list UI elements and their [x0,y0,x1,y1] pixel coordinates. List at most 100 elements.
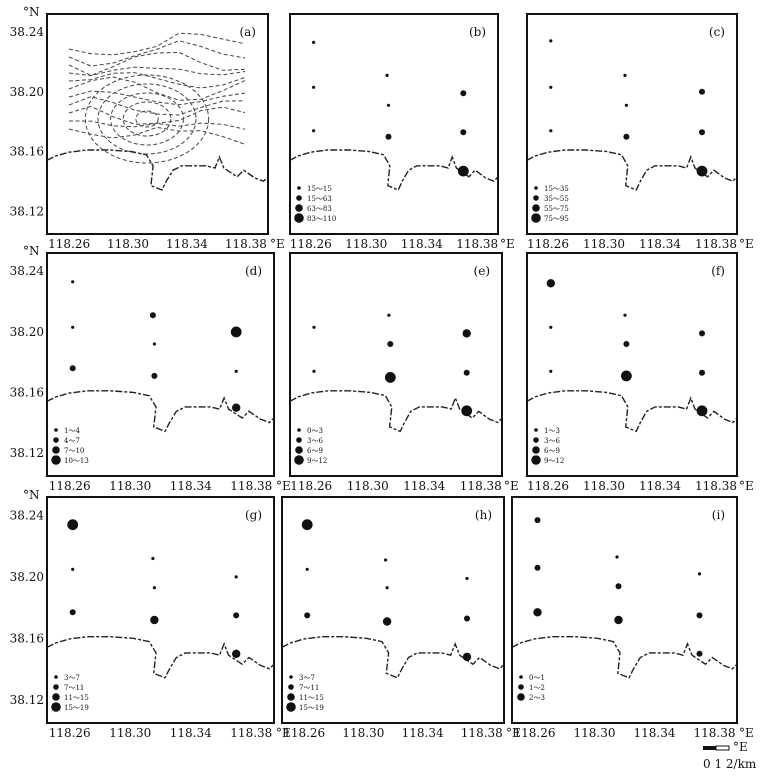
lon-tick-label: 118.26 [514,726,556,740]
station-marker [462,329,471,338]
legend-label: 6～9 [544,447,560,455]
legend-marker [54,675,58,679]
size-legend: 0～3 3～6 6～9 9～12 [294,427,327,465]
lon-tick-label: 118.26 [290,237,332,251]
lat-tick-label: 38.12 [10,693,44,707]
coastline [526,149,738,191]
station-marker [150,615,159,625]
panel-frame [46,496,275,724]
legend-label: 9～12 [307,457,327,465]
station-markers [69,280,242,412]
lon-tick-label: 118.38 [225,237,267,251]
station-marker [387,341,394,347]
station-marker [151,556,155,561]
station-marker [232,403,241,412]
legend-marker [288,684,294,690]
lon-unit: °E [739,237,754,251]
lon-tick-label: 118.34 [166,237,208,251]
station-markers [312,313,473,417]
station-marker [615,555,619,559]
station-marker [69,609,76,616]
legend-label: 83～110 [307,215,336,223]
panel-letter: (e) [474,264,490,278]
station-marker [234,369,238,373]
panel-frame [289,252,503,477]
station-marker [71,325,75,329]
legend-label: 35～55 [544,195,569,203]
lon-tick-label: 118.30 [583,237,625,251]
legend-marker [531,213,541,223]
legend-label: 15～19 [299,704,324,712]
contour-lines [68,32,246,164]
legend-marker [294,213,304,223]
legend-label: 3～7 [299,674,315,682]
contour-ring [97,83,197,155]
legend-marker [295,446,303,454]
station-marker [301,519,313,531]
station-marker [623,73,627,77]
station-marker [384,372,396,383]
panel-letter: (d) [245,264,262,278]
legend-marker [52,693,60,701]
size-legend: 0～1 1～2 2～3 [517,674,545,702]
station-marker [457,165,469,177]
lon-tick-label: 118.26 [49,479,91,493]
station-marker [699,369,705,376]
legend-marker [532,446,540,454]
panel-frame [289,13,499,235]
coastline [281,636,505,679]
legend-marker [53,437,59,443]
station-marker [304,612,311,619]
legend-marker [51,455,61,465]
legend-marker [531,455,541,465]
scale-bar-white-segment [715,745,730,751]
lon-tick-label: 118.38 [694,726,736,740]
contour-line [68,126,246,145]
panel-letter: (i) [712,508,725,522]
legend-label: 6～9 [307,447,323,455]
station-marker [152,586,156,590]
scale-bar-unit: °E [733,740,748,754]
lon-tick-label: 118.26 [527,479,569,493]
legend-label: 11～15 [299,694,324,702]
lon-tick-label: 118.26 [49,726,91,740]
lat-tick-label: 38.20 [10,325,44,339]
lon-tick-label: 118.26 [290,479,332,493]
lon-tick-label: 118.30 [109,726,151,740]
contour-ring [84,74,210,164]
station-marker [623,313,627,317]
lat-tick-label: 38.20 [10,570,44,584]
station-markers [67,519,241,658]
lon-tick-label: 118.30 [107,237,149,251]
lon-tick-label: 118.38 [695,237,737,251]
lon-tick-label: 118.38 [461,726,503,740]
scale-bar-label: 0 1 2/km [703,757,757,771]
station-marker [462,652,472,662]
station-marker [549,129,553,133]
station-marker [461,405,473,417]
legend-marker [518,684,524,690]
station-marker [234,575,238,579]
legend-marker [287,693,295,701]
station-marker [699,330,705,337]
station-marker [549,85,553,89]
lon-tick-label: 118.30 [583,479,625,493]
station-marker [534,517,541,524]
station-marker [152,342,156,346]
lon-unit: °E [506,726,521,740]
lat-tick-label: 38.24 [10,508,45,522]
legend-marker [289,675,293,679]
legend-marker [534,428,538,432]
size-legend: 15～35 35～55 55～75 75～95 [531,185,569,223]
lon-tick-label: 118.26 [48,237,90,251]
panel-letter: (g) [245,508,262,522]
lon-tick-label: 118.34 [634,726,676,740]
lat-tick-label: 38.12 [10,205,44,219]
size-legend: 3～7 7～11 11～15 15～19 [286,674,324,712]
legend-marker [51,702,61,712]
coastline [289,390,503,433]
legend-marker [297,186,301,190]
legend-marker [534,186,538,190]
legend-label: 55～75 [544,205,569,213]
